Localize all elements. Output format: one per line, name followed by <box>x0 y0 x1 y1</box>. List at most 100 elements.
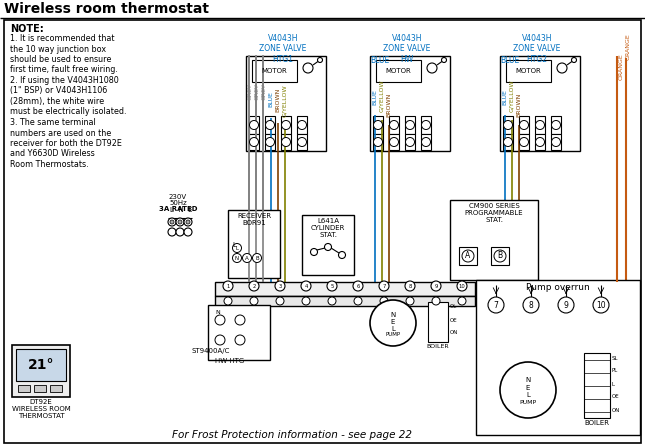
Bar <box>373 134 383 150</box>
Circle shape <box>303 63 313 73</box>
Bar <box>421 134 431 150</box>
Text: 5: 5 <box>330 283 333 288</box>
Text: Pump overrun: Pump overrun <box>526 283 590 292</box>
Text: BLUE: BLUE <box>500 56 519 65</box>
Circle shape <box>558 297 574 313</box>
Bar <box>450 200 538 280</box>
Bar <box>389 134 399 150</box>
Text: RECEIVER
BOR91: RECEIVER BOR91 <box>237 213 271 226</box>
Circle shape <box>523 297 539 313</box>
Bar <box>281 116 291 134</box>
Text: 2. If using the V4043H1080: 2. If using the V4043H1080 <box>10 76 119 85</box>
Circle shape <box>500 362 556 418</box>
Bar <box>12 345 70 397</box>
Bar <box>551 116 561 134</box>
Text: L: L <box>391 326 395 332</box>
Circle shape <box>328 297 336 305</box>
Circle shape <box>223 281 233 291</box>
Circle shape <box>215 315 225 325</box>
Circle shape <box>390 121 399 130</box>
Circle shape <box>432 297 440 305</box>
Bar <box>50 385 62 392</box>
Bar <box>491 247 509 265</box>
Circle shape <box>176 228 184 236</box>
Circle shape <box>184 228 192 236</box>
Text: B: B <box>497 252 502 261</box>
Text: first time, fault free wiring.: first time, fault free wiring. <box>10 66 118 75</box>
Text: PUMP: PUMP <box>386 333 401 337</box>
Text: OL: OL <box>450 304 457 309</box>
Text: (1" BSP) or V4043H1106: (1" BSP) or V4043H1106 <box>10 87 107 96</box>
Text: BROWN: BROWN <box>386 93 392 117</box>
Bar <box>208 305 270 360</box>
Circle shape <box>379 281 389 291</box>
Bar <box>428 302 448 342</box>
Text: PL: PL <box>612 368 619 374</box>
Circle shape <box>519 138 528 147</box>
Text: the 10 way junction box: the 10 way junction box <box>10 45 106 54</box>
Circle shape <box>184 218 192 226</box>
Text: 3: 3 <box>279 283 282 288</box>
Text: L641A
CYLINDER
STAT.: L641A CYLINDER STAT. <box>311 218 345 238</box>
Circle shape <box>178 220 182 224</box>
Text: For Frost Protection information - see page 22: For Frost Protection information - see p… <box>172 430 412 440</box>
Text: V4043H
ZONE VALVE
HTG1: V4043H ZONE VALVE HTG1 <box>259 34 306 64</box>
Circle shape <box>406 138 415 147</box>
Bar <box>405 116 415 134</box>
Text: 1: 1 <box>226 283 230 288</box>
Bar <box>376 60 421 82</box>
Circle shape <box>406 297 414 305</box>
Bar <box>500 56 580 151</box>
Circle shape <box>232 253 241 262</box>
Text: receiver for both the DT92E: receiver for both the DT92E <box>10 139 122 148</box>
Circle shape <box>168 228 176 236</box>
Bar <box>373 116 383 134</box>
Circle shape <box>535 121 544 130</box>
Circle shape <box>317 58 322 63</box>
Text: A: A <box>245 256 249 261</box>
Bar <box>215 296 475 306</box>
Text: MOTOR: MOTOR <box>515 68 541 74</box>
Circle shape <box>593 297 609 313</box>
Text: ON: ON <box>450 330 459 336</box>
Circle shape <box>297 138 306 147</box>
Text: 8: 8 <box>408 283 412 288</box>
Text: MOTOR: MOTOR <box>261 68 287 74</box>
Circle shape <box>370 300 416 346</box>
Circle shape <box>488 297 504 313</box>
Text: OE: OE <box>450 317 457 322</box>
Circle shape <box>427 63 437 73</box>
Bar <box>297 116 307 134</box>
Text: BLUE: BLUE <box>268 91 273 107</box>
Bar <box>503 134 513 150</box>
Bar <box>535 116 545 134</box>
Text: V4043H
ZONE VALVE
HTG2: V4043H ZONE VALVE HTG2 <box>513 34 561 64</box>
Bar <box>228 210 280 278</box>
Circle shape <box>494 250 506 262</box>
Bar <box>519 116 529 134</box>
Bar <box>249 134 259 150</box>
Bar <box>370 56 450 151</box>
Circle shape <box>551 138 561 147</box>
Text: SL: SL <box>612 355 619 360</box>
Text: L: L <box>612 381 615 387</box>
Text: G/YELLOW: G/YELLOW <box>283 84 288 117</box>
Circle shape <box>266 138 275 147</box>
Circle shape <box>421 138 430 147</box>
Circle shape <box>504 138 513 147</box>
Text: Room Thermostats.: Room Thermostats. <box>10 160 88 169</box>
Text: BROWN: BROWN <box>517 93 522 117</box>
Text: 10: 10 <box>596 300 606 309</box>
Text: and Y6630D Wireless: and Y6630D Wireless <box>10 149 95 159</box>
Text: ST9400A/C: ST9400A/C <box>192 348 230 354</box>
Bar <box>265 134 275 150</box>
Bar <box>265 116 275 134</box>
Bar <box>302 215 354 275</box>
Text: 21°: 21° <box>28 358 54 372</box>
Text: 9: 9 <box>564 300 568 309</box>
Circle shape <box>252 253 261 262</box>
Bar <box>16 349 66 381</box>
Circle shape <box>250 138 259 147</box>
Text: BOILER: BOILER <box>584 420 610 426</box>
Text: 6: 6 <box>356 283 360 288</box>
